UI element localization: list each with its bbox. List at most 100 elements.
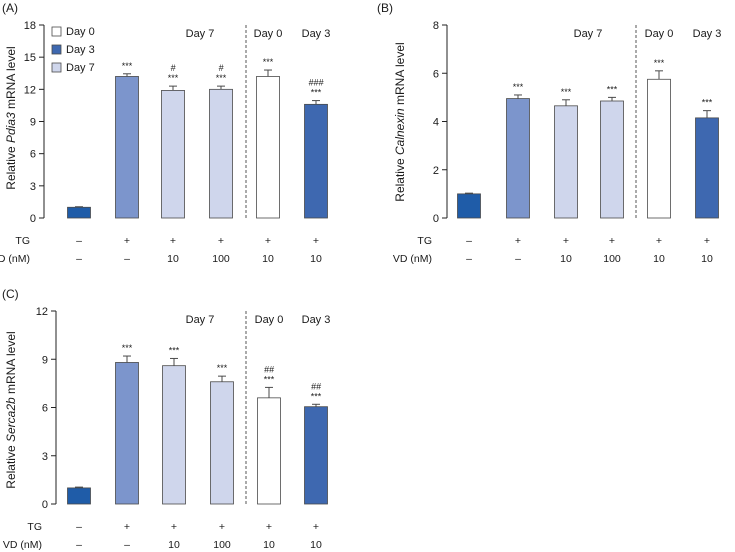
panel-a-group-label: Day 3 bbox=[302, 28, 331, 40]
panel-a-group-label: Day 0 bbox=[254, 28, 283, 40]
panel-a-bar bbox=[67, 206, 91, 219]
panel-c-bar bbox=[162, 365, 186, 505]
panel-c-vd-condition: 100 bbox=[213, 539, 231, 551]
panel-c-tg-condition: + bbox=[266, 521, 272, 533]
panel-c-bar bbox=[210, 381, 234, 505]
panel-a-tg-condition: + bbox=[265, 235, 271, 247]
panel-a-significance-stars: *** bbox=[122, 61, 133, 71]
panel-c-tg-condition: – bbox=[76, 521, 82, 533]
panel-b-significance-stars: *** bbox=[513, 82, 524, 92]
panel-a-vd-condition: – bbox=[76, 253, 82, 265]
panel-a-legend: Day 0 Day 3 Day 7 bbox=[51, 26, 95, 74]
panel-b-vd-condition: – bbox=[515, 253, 521, 265]
legend-day3-label: Day 3 bbox=[66, 44, 95, 56]
panel-a-tg-condition: + bbox=[218, 235, 224, 247]
panel-a-bar bbox=[115, 76, 139, 219]
panel-b-y-tick-label: 2 bbox=[433, 165, 439, 177]
panel-a-tg-condition: + bbox=[170, 235, 176, 247]
panel-c-significance-stars: *** bbox=[217, 363, 228, 373]
panel-b-label: (B) bbox=[377, 1, 393, 15]
panel-b-tg-condition: + bbox=[704, 235, 710, 247]
panel-a-y-axis-label: Relative Pdia3 mRNA level bbox=[4, 46, 18, 189]
panel-c-y-axis-label: Relative Serca2b mRNA level bbox=[4, 331, 18, 488]
panel-b-bar bbox=[600, 100, 624, 219]
panel-c-tg-row-label: TG bbox=[27, 521, 42, 533]
panel-a-vd-condition: 10 bbox=[262, 253, 274, 265]
panel-a-bar bbox=[256, 76, 280, 219]
panel-b-y-tick-label: 0 bbox=[433, 213, 439, 225]
panel-b-bar bbox=[647, 78, 671, 219]
panel-c-group-label: Day 7 bbox=[186, 314, 215, 326]
panel-a-y-tick-label: 9 bbox=[30, 117, 36, 129]
panel-c-bar bbox=[67, 487, 91, 505]
panel-b-bar bbox=[506, 98, 530, 219]
panel-b-vd-condition: – bbox=[466, 253, 472, 265]
panel-c-bar bbox=[257, 397, 281, 505]
panel-a-vd-condition: – bbox=[124, 253, 130, 265]
panel-b-y-tick-label: 8 bbox=[433, 20, 439, 32]
panel-c-y-tick-label: 6 bbox=[42, 403, 48, 415]
panel-c-significance-stars: *** bbox=[169, 345, 180, 355]
panel-a-bar bbox=[209, 88, 233, 219]
panel-c-vd-condition: – bbox=[124, 539, 130, 551]
panel-c-label: (C) bbox=[2, 287, 19, 301]
panel-b-y-axis-label: Relative Calnexin mRNA level bbox=[393, 42, 407, 201]
panel-c-significance-stars: *** bbox=[122, 343, 133, 353]
panel-a-vd-condition: 100 bbox=[212, 253, 230, 265]
panel-a-vd-row-label: VD (nM) bbox=[0, 253, 30, 265]
panel-b: (B) Relative Calnexin mRNA level TG VD (… bbox=[377, 1, 721, 265]
panel-b-y-tick-label: 4 bbox=[433, 117, 439, 129]
panel-c-y-tick-label: 3 bbox=[42, 451, 48, 463]
legend-day0-swatch bbox=[51, 26, 62, 37]
panel-a-vd-condition: 10 bbox=[310, 253, 322, 265]
panel-b-bar bbox=[554, 105, 578, 219]
panel-b-vd-condition: 10 bbox=[701, 253, 713, 265]
panel-b-bar bbox=[457, 193, 481, 219]
panel-b-vd-condition: 10 bbox=[653, 253, 665, 265]
panel-c-y-tick-label: 12 bbox=[36, 306, 48, 318]
panel-c-bar bbox=[304, 406, 328, 505]
panel-b-significance-stars: *** bbox=[561, 87, 572, 97]
panel-a-y-tick-label: 0 bbox=[30, 213, 36, 225]
panel-b-vd-row-label: VD (nM) bbox=[393, 253, 432, 265]
panel-c-group-label: Day 3 bbox=[302, 314, 331, 326]
panel-b-significance-stars: *** bbox=[607, 84, 618, 94]
panel-a-significance-stars: *** bbox=[168, 73, 179, 83]
panel-a-significance-hashes: # bbox=[218, 63, 224, 73]
panel-c-bar bbox=[115, 362, 139, 505]
panel-a-group-label: Day 7 bbox=[186, 28, 215, 40]
panel-c-vd-row-label: VD (nM) bbox=[3, 539, 42, 551]
panel-a-y-tick-label: 15 bbox=[24, 52, 36, 64]
panel-b-group-label: Day 7 bbox=[574, 28, 603, 40]
legend-day7-label: Day 7 bbox=[66, 62, 95, 74]
panel-b-tg-condition: + bbox=[609, 235, 615, 247]
panel-a-significance-hashes: # bbox=[170, 63, 176, 73]
panel-a-significance-stars: *** bbox=[263, 57, 274, 67]
panel-c-significance-stars: *** bbox=[311, 391, 322, 401]
panel-a-bar bbox=[161, 90, 185, 219]
panel-b-significance-stars: *** bbox=[702, 98, 713, 108]
panel-b-vd-condition: 100 bbox=[603, 253, 621, 265]
panel-a-y-tick-label: 6 bbox=[30, 149, 36, 161]
panel-c-y-tick-label: 9 bbox=[42, 354, 48, 366]
panel-b-tg-condition: + bbox=[515, 235, 521, 247]
panel-c-tg-condition: + bbox=[124, 521, 130, 533]
panel-a: (A) Relative Pdia3 mRNA level Day 0 Day … bbox=[0, 1, 330, 265]
panel-b-tg-condition: + bbox=[656, 235, 662, 247]
legend-day7-swatch bbox=[51, 62, 62, 73]
panel-b-tg-condition: + bbox=[563, 235, 569, 247]
panel-a-tg-condition: + bbox=[124, 235, 130, 247]
panel-c-y-tick-label: 0 bbox=[42, 499, 48, 511]
panel-a-label: (A) bbox=[2, 1, 18, 15]
panel-c-vd-condition: 10 bbox=[168, 539, 180, 551]
panel-b-group-label: Day 3 bbox=[693, 28, 722, 40]
panel-a-y-tick-label: 3 bbox=[30, 181, 36, 193]
panel-b-tg-row-label: TG bbox=[417, 235, 432, 247]
panel-b-group-label: Day 0 bbox=[645, 28, 674, 40]
panel-b-bar bbox=[695, 117, 719, 219]
panel-a-y-tick-label: 12 bbox=[24, 84, 36, 96]
panel-a-significance-hashes: ### bbox=[308, 78, 324, 88]
panel-c: (C) Relative Serca2b mRNA level TG VD (n… bbox=[2, 287, 330, 551]
legend-day3-swatch bbox=[51, 44, 62, 55]
